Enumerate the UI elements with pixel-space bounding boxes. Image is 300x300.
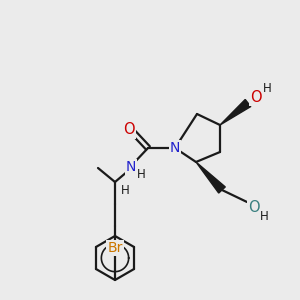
Text: O: O — [248, 200, 260, 214]
Text: N: N — [126, 160, 136, 174]
Text: N: N — [170, 141, 180, 155]
Text: H: H — [136, 169, 146, 182]
Text: H: H — [121, 184, 129, 196]
Text: O: O — [250, 89, 262, 104]
Polygon shape — [196, 162, 225, 193]
Text: O: O — [123, 122, 135, 137]
Text: Br: Br — [107, 241, 123, 255]
Polygon shape — [220, 100, 251, 125]
Text: H: H — [260, 209, 268, 223]
Text: H: H — [262, 82, 272, 95]
